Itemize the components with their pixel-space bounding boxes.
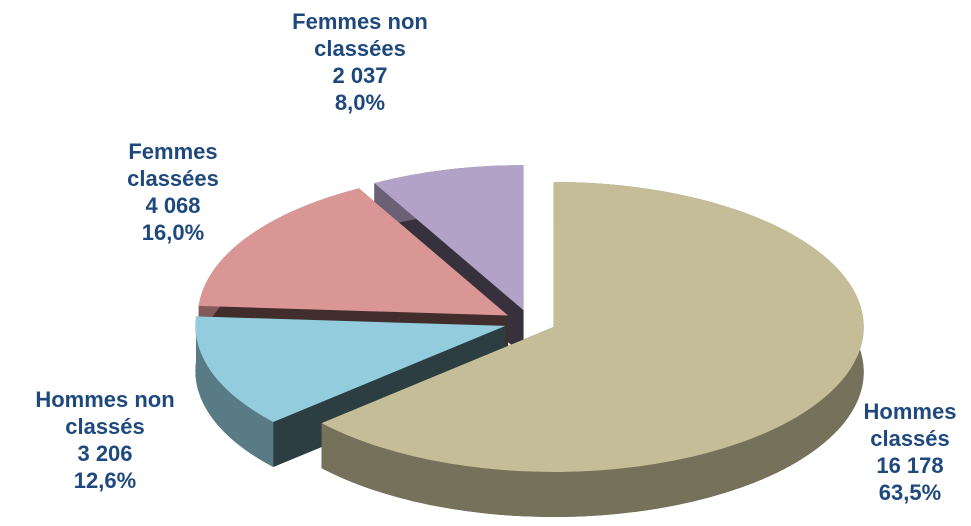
- category-label: Hommes classés: [863, 399, 957, 451]
- percent-label: 63,5%: [878, 480, 942, 505]
- label-group: Femmes non classées 2 037 8,0%: [265, 8, 455, 116]
- slice-side: [321, 181, 864, 517]
- slice: [374, 165, 524, 311]
- category-label: Femmes non classées: [292, 9, 428, 61]
- label-group: Hommes classés 16 178 63,5%: [845, 398, 971, 506]
- value-label: 16 178: [876, 453, 944, 478]
- value-label: 4 068: [145, 193, 201, 218]
- slice: [321, 181, 864, 472]
- slice-side: [195, 316, 274, 468]
- label-group: Femmes classées 4 068 16,0%: [113, 138, 233, 246]
- percent-label: 16,0%: [141, 220, 205, 245]
- value-label: 2 037: [332, 63, 388, 88]
- category-label: Femmes classées: [127, 139, 219, 191]
- label-group: Hommes non classés 3 206 12,6%: [10, 386, 200, 494]
- value-label: 3 206: [77, 441, 133, 466]
- percent-label: 12,6%: [73, 468, 137, 493]
- category-label: Hommes non classés: [35, 387, 175, 439]
- slice: [195, 316, 506, 423]
- percent-label: 8,0%: [334, 90, 386, 115]
- slice: [198, 188, 509, 316]
